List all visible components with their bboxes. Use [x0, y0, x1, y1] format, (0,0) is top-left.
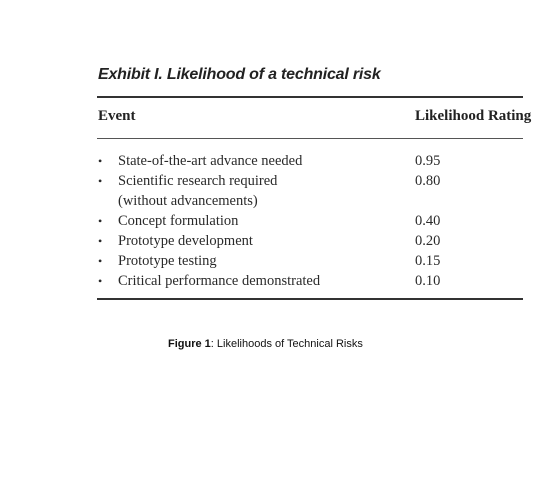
bullet-icon: • — [98, 234, 103, 248]
table-row: • State-of-the-art advance needed 0.95 — [98, 151, 523, 171]
column-header-likelihood-rating: Likelihood Rating — [415, 108, 532, 124]
event-cell-line-2: (without advancements) — [118, 193, 258, 209]
table-header-rule — [97, 138, 523, 139]
event-cell-line-1: Scientific research required — [118, 173, 278, 189]
table-row: • Prototype development 0.20 — [98, 231, 523, 251]
figure-caption-text: : Likelihoods of Technical Risks — [210, 338, 363, 350]
rating-cell: 0.10 — [415, 273, 441, 289]
rating-cell: 0.80 — [415, 173, 441, 189]
exhibit-title: Exhibit I. Likelihood of a technical ris… — [98, 66, 381, 83]
bullet-icon: • — [98, 274, 103, 288]
bullet-icon: • — [98, 174, 103, 188]
table-body: • State-of-the-art advance needed 0.95 •… — [98, 151, 523, 291]
bullet-icon: • — [98, 214, 103, 228]
table-row: • Concept formulation 0.40 — [98, 211, 523, 231]
rating-cell: 0.15 — [415, 253, 441, 269]
event-cell: Scientific research required (without ad… — [118, 171, 415, 211]
event-cell: Prototype development — [118, 233, 253, 249]
bullet-icon: • — [98, 154, 103, 168]
figure-caption-label: Figure 1 — [168, 338, 211, 350]
event-cell: Concept formulation — [118, 213, 239, 229]
rating-cell: 0.40 — [415, 213, 441, 229]
rating-cell: 0.20 — [415, 233, 441, 249]
event-cell: Critical performance demonstrated — [118, 273, 321, 289]
event-cell: Prototype testing — [118, 253, 217, 269]
rating-cell: 0.95 — [415, 153, 441, 169]
table-top-rule — [97, 96, 523, 98]
table-row: • Prototype testing 0.15 — [98, 251, 523, 271]
table-row: • Scientific research required (without … — [98, 171, 523, 211]
table-bottom-rule — [97, 298, 523, 300]
bullet-icon: • — [98, 254, 103, 268]
column-header-event: Event — [98, 108, 136, 124]
table-row: • Critical performance demonstrated 0.10 — [98, 271, 523, 291]
event-cell: State-of-the-art advance needed — [118, 153, 303, 169]
